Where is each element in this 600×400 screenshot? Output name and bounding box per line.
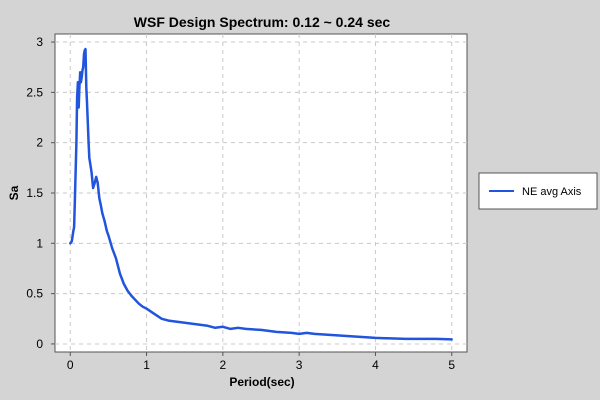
- y-tick-label-1: 0.5: [26, 287, 43, 301]
- x-tick-label-2: 2: [220, 358, 227, 372]
- x-tick-label-1: 1: [143, 358, 150, 372]
- x-tick-label-5: 5: [448, 358, 455, 372]
- plot-area: [54, 33, 468, 353]
- y-tick-label-6: 3: [36, 35, 43, 49]
- y-tick-label-3: 1.5: [26, 186, 43, 200]
- legend-label-ne-avg-axis: NE avg Axis: [522, 186, 582, 198]
- x-axis-label: Period(sec): [229, 375, 294, 389]
- series-line-ne-avg-axis: [69, 47, 453, 341]
- y-tick-label-0: 0: [36, 337, 43, 351]
- grid-layer: [55, 34, 467, 352]
- tick-layer: 0 1 2 3 4 5 0 0.5 1 1.5 2 2.5 3: [26, 35, 455, 372]
- y-tick-label-2: 1: [36, 236, 43, 250]
- x-tick-label-0: 0: [67, 358, 74, 372]
- x-tick-label-3: 3: [296, 358, 303, 372]
- y-axis-label: Sa: [7, 185, 21, 200]
- legend-box: [478, 172, 598, 210]
- y-tick-label-4: 2: [36, 136, 43, 150]
- y-tick-label-5: 2.5: [26, 85, 43, 99]
- series-layer: [69, 47, 453, 341]
- legend: NE avg Axis: [478, 172, 598, 210]
- x-tick-label-4: 4: [372, 358, 379, 372]
- chart-title: WSF Design Spectrum: 0.12 ~ 0.24 sec: [134, 14, 391, 30]
